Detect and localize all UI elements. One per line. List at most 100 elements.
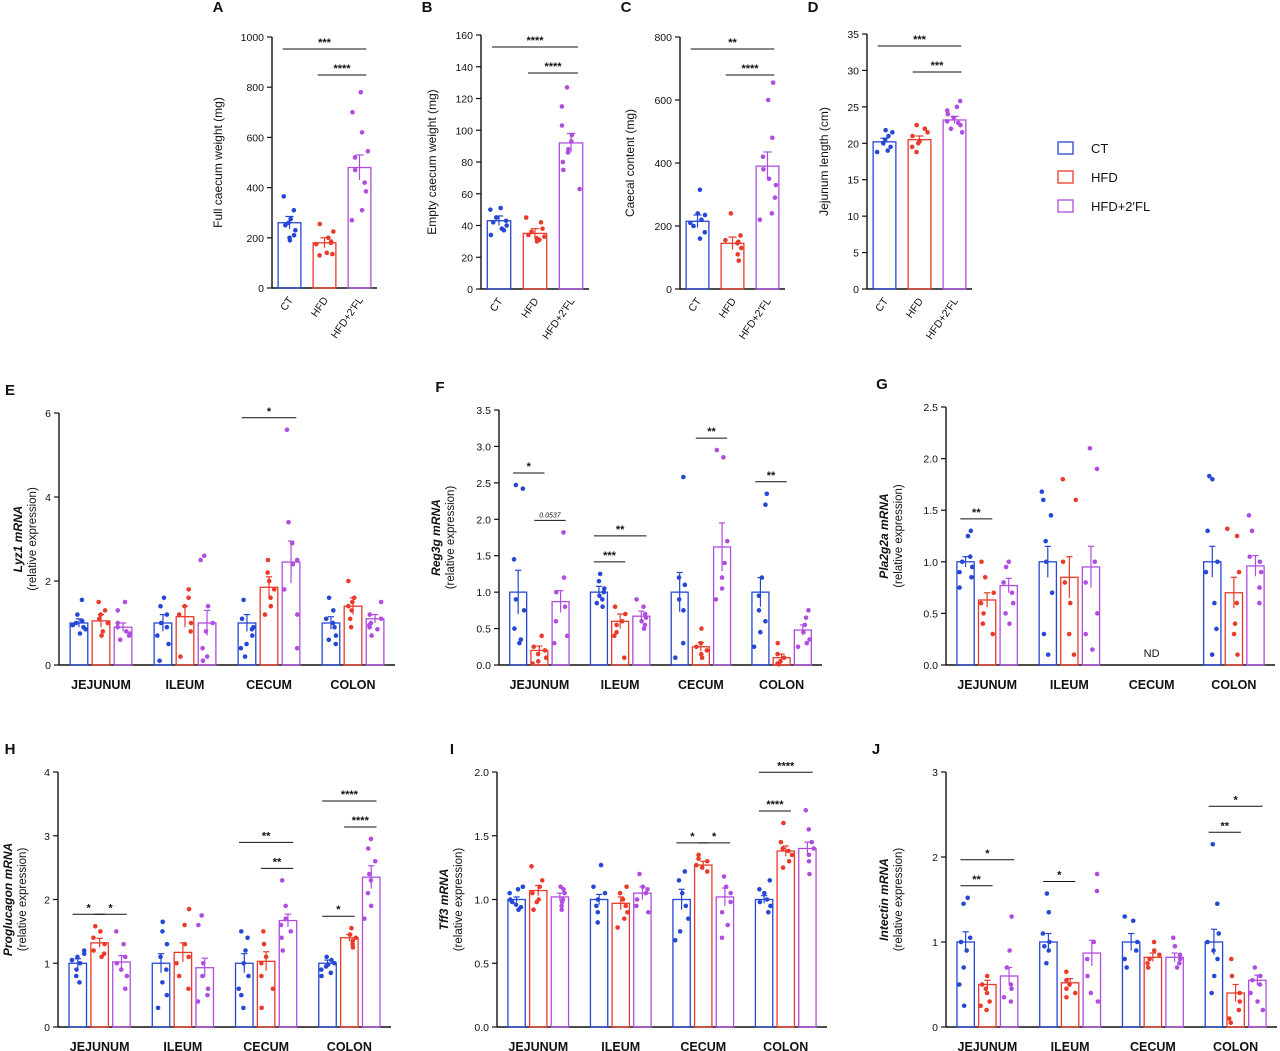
series-2-data-point [365, 890, 371, 896]
series-2-data-point [359, 207, 365, 213]
series-2-data-point [569, 139, 574, 144]
series-0-data-point [73, 620, 79, 626]
series-2-data-point [1003, 564, 1009, 570]
series-0-bar [872, 141, 897, 290]
series-0-data-point [503, 218, 509, 224]
x-tick-label: JEJUNUM [70, 1040, 130, 1051]
series-0-data-point [164, 992, 170, 998]
series-1-data-point [186, 587, 192, 592]
y-tick-label: 5 [853, 248, 859, 260]
series-2-data-point [280, 948, 286, 953]
series-0-data-point [764, 491, 770, 497]
series-2-data-point [569, 132, 575, 138]
series-2-data-point [113, 929, 119, 934]
series-2-data-point [1257, 973, 1263, 979]
legend-label: HFD [1091, 170, 1118, 185]
panel-i: I 0.0 0.5 1.0 1.5 2.0 Tff3 mRNA (relative expre… [437, 741, 827, 1051]
y-tick-label: 2.0 [476, 514, 491, 526]
series-2-data-point [954, 104, 960, 110]
series-0-data-point [763, 618, 768, 624]
series-2-data-point [352, 167, 358, 173]
series-1-data-point [780, 865, 786, 870]
series-0-data-point [961, 965, 966, 970]
series-1-data-point [612, 604, 618, 610]
series-2-data-point [1010, 600, 1016, 606]
series-0-bar [486, 220, 512, 290]
series-1-data-point [262, 612, 268, 617]
series-0-data-point [81, 948, 87, 953]
series-0-data-point [331, 608, 336, 613]
series-1-data-point [261, 929, 266, 934]
series-0-data-point [1210, 476, 1215, 482]
series-2-data-point [811, 846, 817, 851]
y-tick-label: 4 [45, 492, 51, 504]
series-1-data-point [347, 616, 353, 622]
series-1-data-point [979, 982, 985, 987]
series-2-data-point [639, 618, 644, 624]
series-2-data-point [1083, 631, 1089, 637]
series-0-data-point [600, 604, 605, 610]
series-1-data-point [265, 557, 271, 563]
series-0-data-point [762, 890, 767, 896]
series-1-bar [693, 864, 713, 1028]
series-0-data-point [250, 633, 255, 638]
series-0-data-point [166, 641, 171, 647]
series-0-data-point [1205, 528, 1210, 534]
y-tick-label: 1.0 [474, 895, 489, 907]
series-1-data-point [1072, 990, 1078, 996]
series-2-data-point [1258, 569, 1264, 575]
series-2-data-point [809, 839, 815, 845]
series-1-data-point [978, 600, 984, 606]
series-2-data-point [719, 575, 725, 580]
series-0-data-point [890, 130, 895, 135]
series-0-data-point [520, 486, 526, 491]
series-0-data-point [597, 593, 602, 599]
series-0-data-point [691, 223, 696, 229]
series-0-data-point [967, 554, 973, 559]
series-1-data-point [786, 858, 792, 864]
significance-label: * [1233, 794, 1238, 806]
series-0-data-point [1043, 559, 1049, 565]
series-2-data-point [772, 195, 778, 200]
series-2-data-point [378, 599, 384, 605]
series-2-data-point [283, 916, 288, 921]
series-2-data-point [368, 878, 374, 883]
series-0-data-point [969, 564, 975, 570]
y-axis-label-gene: Tff3 mRNA [437, 869, 451, 931]
series-2-data-point [375, 627, 380, 632]
series-0-data-point [236, 986, 242, 992]
significance-label: * [712, 831, 717, 843]
panel-a: A 0 200 400 600 800 1000 Full caecum weight (mg… [211, 0, 377, 341]
series-1-bar [907, 138, 932, 290]
series-2-data-point [1085, 973, 1090, 979]
series-1-data-point [781, 820, 786, 826]
series-2-data-point [765, 97, 771, 103]
y-tick-label: 3.5 [476, 405, 491, 417]
y-axis-label-sub: (relative expression) [893, 484, 905, 588]
series-1-data-point [330, 251, 335, 257]
panel-letter: G [876, 376, 888, 393]
series-1-data-point [739, 245, 744, 251]
y-tick-label: 600 [246, 132, 264, 144]
legend-label: CT [1091, 141, 1108, 156]
series-2-data-point [279, 878, 285, 883]
group-annotation: ND [1144, 648, 1160, 660]
series-1-data-point [699, 655, 705, 661]
series-1-data-point [736, 258, 742, 263]
series-1-bar [256, 960, 276, 1028]
series-1-data-point [259, 973, 264, 979]
series-2-data-point [1257, 559, 1263, 565]
significance-label: * [87, 902, 92, 914]
series-1-data-point [694, 862, 699, 868]
x-tick-label: HFD [309, 295, 331, 320]
series-2-data-point [641, 626, 647, 631]
series-1-data-point [914, 149, 919, 155]
series-2-data-point [115, 620, 121, 626]
x-tick-label: JEJUNUM [957, 678, 1017, 692]
y-tick-label: 160 [455, 30, 473, 42]
series-2-data-point [124, 973, 130, 979]
x-tick-label: JEJUNUM [71, 678, 131, 692]
series-1-data-point [326, 235, 331, 241]
series-1-data-point [534, 239, 540, 244]
x-tick-label: HFD [717, 296, 739, 321]
